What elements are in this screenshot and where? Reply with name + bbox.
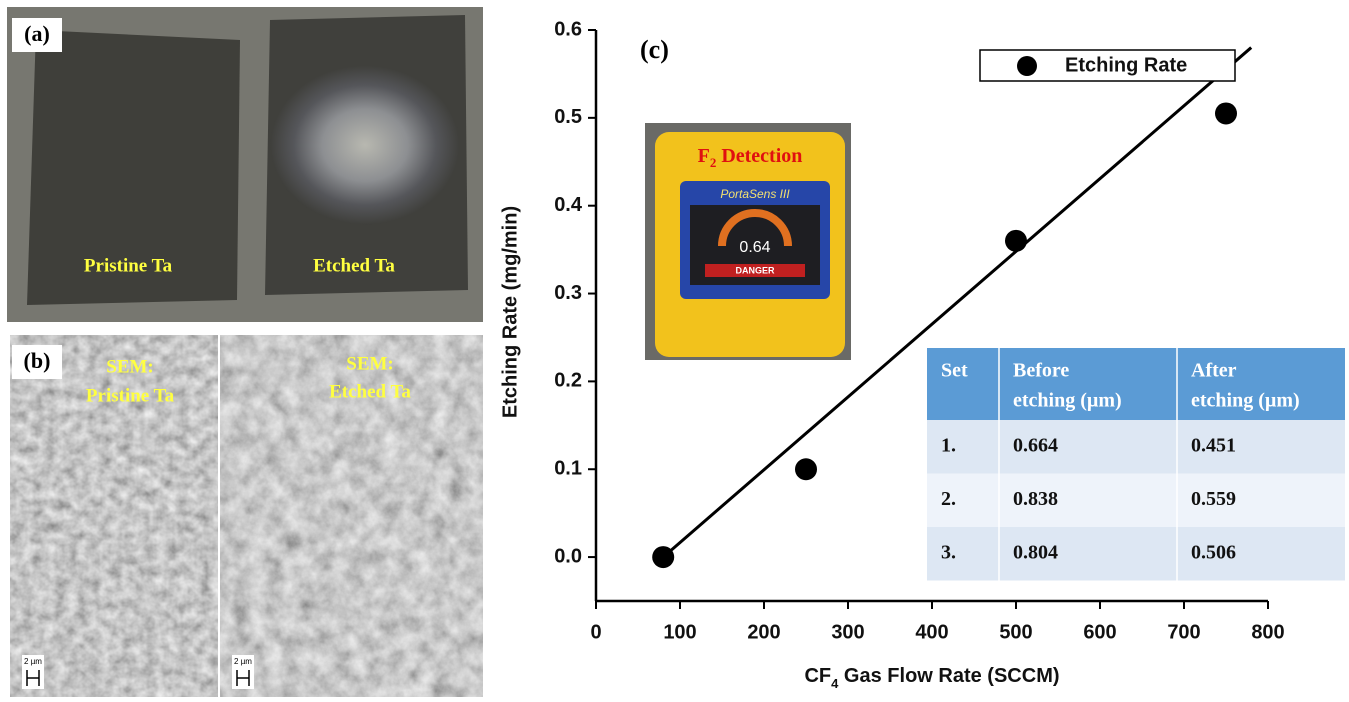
- data-point: [1005, 230, 1027, 252]
- scale-bar: 2 µm: [24, 657, 42, 666]
- inset-photo: F2 Detection PortaSens III 0.64 DANGER A…: [645, 123, 851, 360]
- x-tick-label: 300: [831, 621, 864, 643]
- sem-caption: SEM:: [106, 356, 154, 377]
- y-tick-label: 0.5: [554, 106, 582, 128]
- sem-caption: Pristine Ta: [86, 385, 175, 406]
- y-tick-label: 0.6: [554, 18, 582, 40]
- table-header: Before: [1013, 360, 1069, 382]
- inset-table: Set Before etching (µm) After etching (µm) 1.…: [927, 348, 1345, 581]
- y-tick-label: 0.3: [554, 282, 582, 304]
- device-name: PortaSens III: [720, 187, 790, 201]
- y-tick-label: 0.1: [554, 458, 582, 480]
- x-axis-label-part: Gas Flow Rate (SCCM): [838, 665, 1059, 687]
- panel-label: (a): [24, 21, 50, 46]
- sample-label: Etched Ta: [313, 255, 395, 276]
- table-cell: 0.664: [1013, 434, 1058, 456]
- table-cell: 0.559: [1191, 488, 1236, 510]
- table-cell: 0.451: [1191, 434, 1236, 456]
- table-header: etching (µm): [1013, 390, 1122, 412]
- table-cell: 0.506: [1191, 541, 1236, 563]
- panel-a: (a) Pristine Ta Etched Ta: [7, 7, 483, 322]
- device-alarm: DANGER: [735, 265, 775, 275]
- x-tick-label: 400: [915, 621, 948, 643]
- sem-caption: SEM:: [346, 353, 394, 374]
- y-tick-label: 0.2: [554, 370, 582, 392]
- table-row-bg: [927, 474, 1345, 528]
- table-row-bg: [927, 527, 1345, 581]
- x-tick-label: 200: [747, 621, 780, 643]
- x-tick-label: 800: [1251, 621, 1284, 643]
- panel-b: (b) SEM: Pristine Ta SEM: Etched Ta 2 µm…: [10, 335, 483, 697]
- inset-title-part: F: [698, 145, 710, 167]
- device-reading: 0.64: [739, 239, 770, 256]
- data-point: [652, 546, 674, 568]
- table-row-bg: [927, 420, 1345, 474]
- x-tick-label: 500: [999, 621, 1032, 643]
- table-cell: 0.838: [1013, 488, 1058, 510]
- y-axis-label: Etching Rate (mg/min): [499, 206, 521, 418]
- panel-label: (c): [640, 35, 669, 64]
- etched-spot: [270, 65, 460, 225]
- table-header: After: [1191, 360, 1237, 382]
- table-cell: 3.: [941, 541, 956, 563]
- y-tick-label: 0.0: [554, 545, 582, 567]
- x-tick-label: 700: [1167, 621, 1200, 643]
- x-tick-label: 100: [663, 621, 696, 643]
- table-cell: 1.: [941, 434, 956, 456]
- sample-label: Pristine Ta: [84, 255, 173, 276]
- device-brand: ATI: [747, 300, 763, 311]
- data-point: [795, 458, 817, 480]
- x-tick-label: 600: [1083, 621, 1116, 643]
- panel-label: (b): [24, 348, 51, 373]
- x-axis-label-part: CF: [804, 665, 831, 687]
- table-cell: 0.804: [1013, 541, 1058, 563]
- legend-label: Etching Rate: [1065, 54, 1187, 76]
- y-tick-label: 0.4: [554, 194, 583, 216]
- legend-marker: [1017, 56, 1037, 76]
- table-cell: 2.: [941, 488, 956, 510]
- table-header: etching (µm): [1191, 390, 1300, 412]
- x-tick-label: 0: [590, 621, 601, 643]
- data-point: [1215, 102, 1237, 124]
- x-axis-label: CF4 Gas Flow Rate (SCCM): [804, 665, 1059, 691]
- scale-bar: 2 µm: [234, 657, 252, 666]
- inset-title-part: Detection: [716, 145, 802, 167]
- table-header: Set: [941, 360, 968, 382]
- sem-caption: Etched Ta: [329, 381, 411, 402]
- figure: (a) Pristine Ta Etched Ta (b) SEM: Prist…: [0, 0, 1349, 702]
